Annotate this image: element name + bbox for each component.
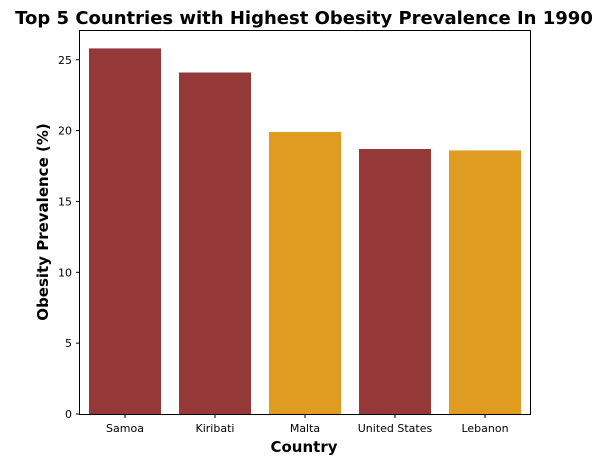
- x-tick-label: Kiribati: [196, 422, 235, 435]
- x-tick-label: Malta: [290, 422, 320, 435]
- y-tick-label: 5: [65, 337, 72, 350]
- y-tick-label: 20: [58, 125, 72, 138]
- y-axis-label: Obesity Prevalence (%): [34, 123, 52, 320]
- x-tick-label: Samoa: [106, 422, 144, 435]
- bar-malta: [269, 132, 341, 414]
- bar-united-states: [359, 149, 431, 414]
- y-tick-label: 25: [58, 54, 72, 67]
- bar-kiribati: [179, 72, 251, 414]
- plot-area-frame: [79, 30, 531, 415]
- x-axis-ticks: Samoa Kiribati Malta United States Lebanon: [106, 414, 509, 435]
- x-tick-label: United States: [358, 422, 433, 435]
- bar-samoa: [89, 48, 161, 415]
- x-axis-label: Country: [270, 438, 337, 456]
- x-tick-label: Lebanon: [461, 422, 508, 435]
- chart-title: Top 5 Countries with Highest Obesity Pre…: [15, 8, 593, 29]
- y-axis-ticks: 0 5 10 15 20 25: [58, 54, 80, 421]
- y-tick-label: 15: [58, 195, 72, 208]
- bar-lebanon: [449, 150, 521, 414]
- bars: [89, 48, 521, 415]
- y-tick-label: 10: [58, 266, 72, 279]
- y-tick-label: 0: [65, 408, 72, 421]
